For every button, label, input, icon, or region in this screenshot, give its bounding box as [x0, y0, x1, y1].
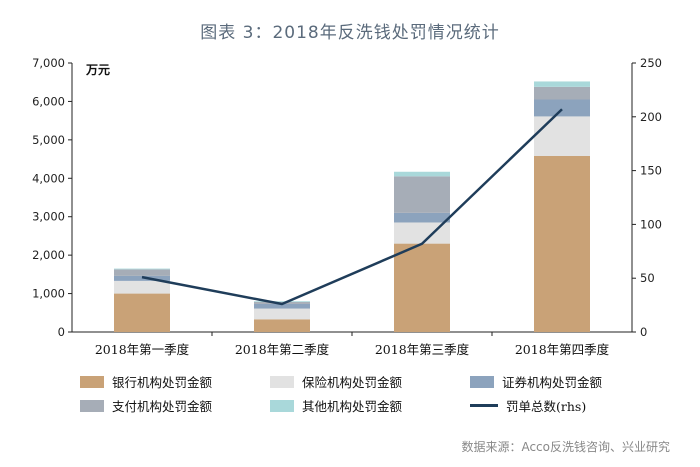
legend-item: 罚单总数(rhs) — [470, 396, 586, 415]
left-tick-label: 5,000 — [32, 133, 65, 147]
bar-segment — [114, 280, 170, 294]
left-unit-label: 万元 — [85, 63, 110, 77]
legend-line-swatch — [470, 404, 498, 407]
legend-item: 其他机构处罚金额 — [270, 396, 402, 415]
legend-swatch — [80, 375, 104, 388]
bar-segment — [114, 293, 170, 332]
bar-segment — [534, 155, 590, 332]
bar-segment — [394, 243, 450, 332]
bar-segment — [254, 319, 310, 332]
left-tick-label: 7,000 — [32, 56, 65, 70]
legend-label: 罚单总数(rhs) — [506, 399, 587, 414]
bar-segment — [394, 212, 450, 223]
legend-item: 证券机构处罚金额 — [470, 372, 602, 391]
legend-item: 银行机构处罚金额 — [80, 372, 212, 391]
right-tick-label: 0 — [640, 325, 647, 339]
x-category-label: 2018年第三季度 — [375, 342, 470, 357]
right-tick-label: 50 — [640, 271, 655, 285]
bar-segment — [254, 301, 310, 303]
left-tick-label: 2,000 — [32, 248, 65, 262]
chart-title: 图表 3：2018年反洗钱处罚情况统计 — [200, 23, 500, 43]
right-tick-label: 250 — [640, 56, 662, 70]
legend-swatch — [470, 375, 494, 388]
x-category-label: 2018年第二季度 — [235, 342, 330, 357]
legend-item: 保险机构处罚金额 — [270, 372, 402, 391]
right-tick-label: 200 — [640, 110, 662, 124]
legend-label: 证券机构处罚金额 — [502, 375, 603, 390]
left-tick-label: 3,000 — [32, 210, 65, 224]
bar-segment — [394, 222, 450, 244]
legend-label: 银行机构处罚金额 — [112, 375, 213, 390]
chart-marks: 0 1,000 2,000 3,000 4,000 5,000 6,000 7,000 0 50 1… — [32, 56, 662, 357]
bar-segment — [534, 86, 590, 100]
bar-segment — [394, 171, 450, 177]
bar-segment — [534, 81, 590, 87]
x-category-label: 2018年第一季度 — [95, 342, 190, 357]
x-category-label: 2018年第四季度 — [515, 342, 610, 357]
right-tick-label: 150 — [640, 164, 662, 178]
bar-segment — [394, 176, 450, 213]
left-tick-label: 1,000 — [32, 287, 65, 301]
bar-segment — [114, 269, 170, 276]
bar-segment — [254, 308, 310, 320]
bar-segment — [254, 303, 310, 309]
legend-swatch — [270, 375, 294, 388]
legend-swatch — [270, 399, 294, 412]
legend-label: 其他机构处罚金额 — [302, 399, 403, 414]
legend-label: 保险机构处罚金额 — [302, 375, 403, 390]
legend-label: 支付机构处罚金额 — [112, 399, 213, 414]
bar-segment — [534, 116, 590, 156]
line-series-penalty-count — [141, 108, 563, 306]
bar-segment — [534, 99, 590, 117]
source-note: 数据来源：Acco反洗钱咨询、兴业研究 — [461, 440, 670, 454]
left-tick-label: 6,000 — [32, 94, 65, 108]
legend-item: 支付机构处罚金额 — [80, 396, 212, 415]
left-tick-label: 0 — [58, 325, 65, 339]
bar-segment — [114, 268, 170, 270]
left-tick-label: 4,000 — [32, 171, 65, 185]
legend-swatch — [80, 399, 104, 412]
right-tick-label: 100 — [640, 217, 662, 231]
